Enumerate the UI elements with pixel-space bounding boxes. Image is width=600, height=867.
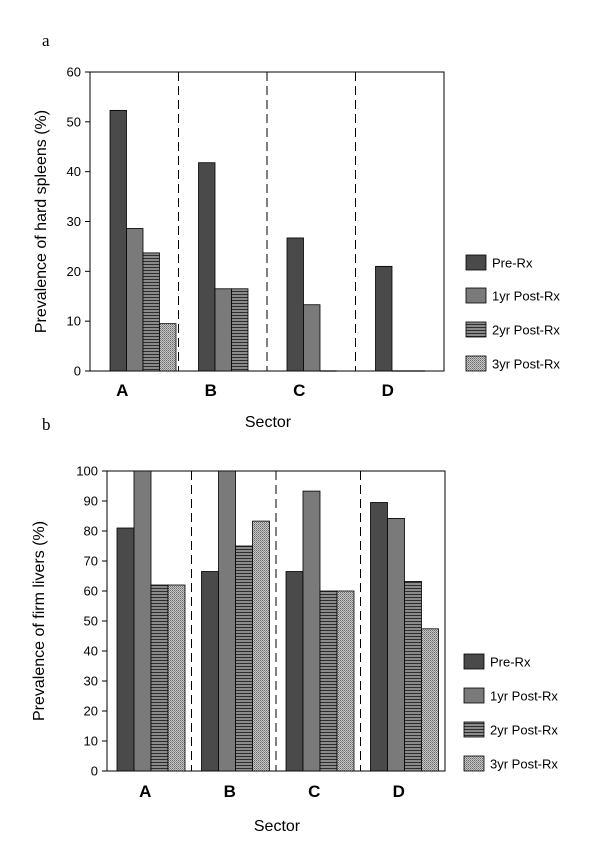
y-tick-label: 40 (67, 164, 81, 179)
bar-B-1yr-Post-Rx (218, 470, 236, 772)
x-axis-title: Sector (254, 818, 301, 835)
y-tick-label: 30 (84, 674, 98, 689)
bar-C-3yr-Post-Rx (336, 590, 355, 772)
bar-A-Pre-Rx (116, 527, 135, 772)
bar-B-3yr-Post-Rx (252, 520, 270, 772)
y-tick-label: 0 (91, 764, 98, 779)
y-tick-label: 80 (84, 524, 98, 539)
legend-swatch (463, 721, 485, 738)
bar-D-Pre-Rx (370, 502, 388, 772)
legend-label: 2yr Post-Rx (492, 323, 560, 338)
bar-A-1yr-Post-Rx (133, 470, 152, 772)
y-tick-label: 10 (84, 734, 98, 749)
y-tick-label: 20 (67, 264, 81, 279)
x-category-label: B (224, 782, 236, 801)
x-category-label: D (382, 381, 394, 400)
chart-a-hard-spleens: 0 10 20 30 40 50 60 A B C D Sector Prevalence of har… (33, 65, 560, 432)
y-tick-label: 50 (67, 114, 81, 129)
x-category-label: C (293, 381, 305, 400)
bar-C-2yr-Post-Rx (319, 590, 338, 772)
legend-label: 2yr Post-Rx (490, 723, 558, 738)
x-category-label: C (308, 782, 320, 801)
y-tick-label: 60 (67, 65, 81, 80)
bar-D-2yr-Post-Rx (404, 581, 422, 772)
bar-C-Pre-Rx (285, 571, 304, 772)
bar-A-1yr-Post-Rx (126, 228, 144, 372)
legend-swatch (463, 687, 485, 704)
legend-swatch (465, 355, 487, 372)
legend-label: Pre-Rx (490, 655, 531, 670)
legend-label: Pre-Rx (492, 256, 533, 271)
x-category-label: D (393, 782, 405, 801)
bar-A-3yr-Post-Rx (159, 323, 177, 372)
y-tick-label: 30 (67, 214, 81, 229)
bar-D-3yr-Post-Rx (421, 628, 439, 772)
panel-a-label: a (42, 31, 50, 50)
y-tick-label: 0 (74, 364, 81, 379)
legend-swatch (465, 287, 487, 304)
legend-label: 1yr Post-Rx (492, 289, 560, 304)
legend-swatch (463, 755, 485, 772)
y-tick-label: 90 (84, 494, 98, 509)
bar-B-2yr-Post-Rx (235, 545, 253, 772)
y-tick-label: 10 (67, 314, 81, 329)
bar-B-Pre-Rx (201, 571, 219, 772)
y-tick-label: 20 (84, 704, 98, 719)
x-category-label: A (139, 782, 151, 801)
bar-A-2yr-Post-Rx (150, 584, 169, 772)
bar-D-1yr-Post-Rx (387, 518, 405, 772)
legend-label: 3yr Post-Rx (492, 357, 560, 372)
y-tick-label: 40 (84, 644, 98, 659)
chart-b-firm-livers: 0 10 20 30 40 50 60 70 80 90 100 A B C D Sector Prevalen… (31, 464, 558, 836)
bar-B-1yr-Post-Rx (214, 288, 232, 372)
bar-B-2yr-Post-Rx (231, 288, 249, 372)
y-axis-title: Prevalence of hard spleens (%) (33, 110, 50, 333)
legend-label: 1yr Post-Rx (490, 689, 558, 704)
bar-C-Pre-Rx (286, 237, 304, 372)
legend-swatch (465, 321, 487, 338)
bar-D-Pre-Rx (375, 265, 393, 372)
panel-b-label: b (42, 415, 51, 434)
y-tick-label: 70 (84, 554, 98, 569)
y-tick-label: 60 (84, 584, 98, 599)
bar-A-Pre-Rx (109, 109, 127, 372)
x-category-label: B (205, 381, 217, 400)
bar-C-1yr-Post-Rx (303, 304, 321, 372)
y-axis-title: Prevalence of firm livers (%) (31, 521, 48, 721)
bar-C-1yr-Post-Rx (302, 490, 321, 772)
bar-A-3yr-Post-Rx (167, 584, 186, 772)
legend-swatch (463, 653, 485, 670)
x-category-label: A (116, 381, 128, 400)
bar-A-2yr-Post-Rx (142, 252, 160, 372)
legend-swatch (465, 254, 487, 271)
legend-label: 3yr Post-Rx (490, 757, 558, 772)
y-tick-label: 50 (84, 614, 98, 629)
bar-B-Pre-Rx (198, 162, 216, 372)
x-axis-title: Sector (245, 414, 292, 431)
y-tick-label: 100 (76, 464, 98, 479)
